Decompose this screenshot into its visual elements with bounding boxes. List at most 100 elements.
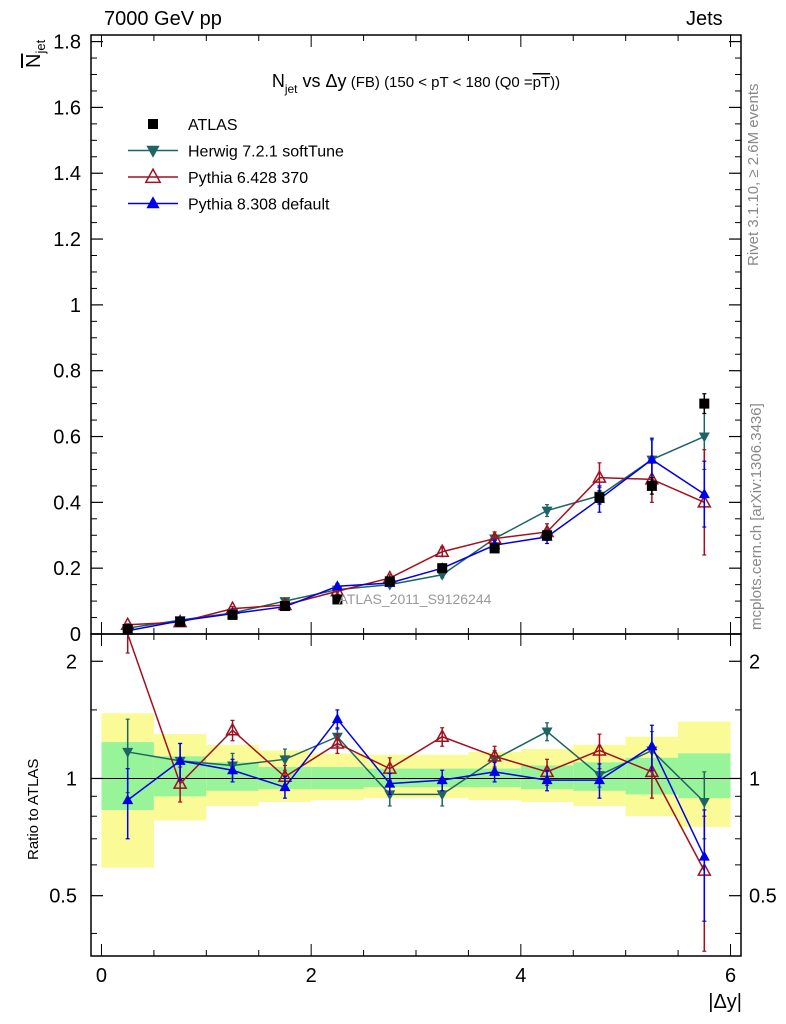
main-ytick-label-2: 0.4 — [53, 492, 81, 514]
main-pythia8-point-11 — [698, 488, 710, 499]
ratio-herwig-point-5 — [384, 790, 396, 801]
title-rest: (150 < pT < 180 (Q0 = — [384, 74, 533, 91]
main-ytick-label-8: 1.6 — [53, 97, 81, 119]
main-atlas-point-10 — [646, 480, 657, 491]
title-fb: (FB) — [347, 74, 385, 91]
title-delta: Δy — [326, 71, 347, 91]
main-atlas-point-7 — [489, 543, 500, 554]
ratio-pythia8-point-3 — [279, 781, 291, 792]
svg-text:Njet: Njet — [23, 39, 48, 68]
main-atlas-point-4 — [332, 594, 343, 605]
legend-label-herwig: Herwig 7.2.1 softTune — [188, 144, 344, 161]
ratio-pythia8-point-0 — [122, 794, 134, 805]
ratio-pythia8-point-10 — [646, 740, 658, 751]
main-ytick-label-3: 0.6 — [53, 427, 81, 449]
header-right: Jets — [686, 8, 723, 30]
main-atlas-point-2 — [227, 609, 238, 620]
main-pythia6-line — [127, 476, 705, 626]
ratio-ytick-label-left-1: 1 — [66, 768, 77, 790]
main-ytick-label-9: 1.8 — [53, 32, 81, 54]
legend: ATLAS Herwig 7.2.1 softTune Pythia 6.428 3… — [128, 117, 344, 214]
chart-title: Njet vs Δy (FB) (150 < pT < 180 (Q0 =pT)… — [272, 71, 560, 96]
side-text-rivet: Rivet 3.1.10, ≥ 2.6M events — [745, 83, 762, 267]
main-atlas-point-6 — [437, 563, 448, 574]
ratio-pythia6-point-2 — [225, 722, 240, 736]
ratio-pythia8-series — [122, 709, 710, 922]
legend-marker-herwig — [146, 145, 160, 158]
watermark: ATLAS_2011_S9126244 — [339, 591, 492, 607]
main-atlas-point-9 — [594, 492, 605, 503]
ratio-pythia6-point-9 — [592, 742, 607, 756]
ratio-pythia8-point-9 — [593, 774, 605, 785]
main-herwig-point-8 — [541, 506, 553, 517]
ratio-herwig-point-6 — [436, 790, 448, 801]
ratio-ytick-label-right-1: 1 — [749, 768, 760, 790]
main-ytick-label-4: 0.8 — [53, 361, 81, 383]
ratio-pythia8-point-1 — [174, 754, 186, 765]
ratio-pythia6-point-6 — [434, 728, 450, 742]
main-atlas-point-1 — [175, 616, 186, 627]
main-ytick-label-7: 1.4 — [53, 163, 81, 185]
ratio-pythia8-point-7 — [489, 765, 501, 776]
ratio-pythia8-point-6 — [436, 774, 448, 785]
main-atlas-point-5 — [384, 576, 395, 587]
ratio-pythia8-point-4 — [331, 713, 343, 724]
ratio-herwig-point-11 — [698, 798, 710, 809]
ratio-uncertainty-bands — [101, 713, 731, 868]
main-pythia6-point-9 — [592, 469, 607, 483]
ratio-pythia6-point-1 — [172, 775, 188, 789]
main-pythia8-point-4 — [331, 580, 343, 591]
ratio-pythia8-point-2 — [227, 764, 239, 775]
main-atlas-point-11 — [699, 398, 710, 409]
ratio-herwig-point-0 — [122, 747, 134, 758]
ratio-xtick-label-3: 6 — [725, 965, 736, 987]
ratio-pythia8-point-8 — [541, 774, 553, 785]
ylabel-n: N — [23, 54, 45, 68]
main-herwig-point-11 — [698, 432, 710, 443]
ratio-pythia6-point-4 — [330, 735, 345, 749]
main-ytick-label-6: 1.2 — [53, 229, 81, 251]
main-pythia6-point-6 — [434, 543, 450, 557]
legend-label-atlas: ATLAS — [188, 117, 238, 134]
main-ytick-label-1: 0.2 — [53, 558, 81, 580]
ratio-ytick-label-left-2: 2 — [66, 651, 77, 673]
ratio-pythia8-point-11 — [698, 850, 710, 861]
ratio-ytick-label-left-0: 0.5 — [49, 886, 77, 908]
main-herwig-point-6 — [436, 570, 448, 581]
main-atlas-series — [122, 393, 710, 635]
title-sub: jet — [284, 82, 298, 96]
ratio-herwig-line — [127, 730, 705, 803]
legend-label-pythia8: Pythia 8.308 default — [188, 197, 330, 214]
main-ytick-label-5: 1 — [70, 295, 81, 317]
title-n: N — [272, 71, 285, 91]
ratio-herwig-point-8 — [541, 727, 553, 738]
main-ytick-label-0: 0 — [70, 624, 81, 646]
header-left: 7000 GeV pp — [104, 8, 222, 30]
main-pythia8-point-10 — [646, 453, 658, 464]
main-atlas-point-0 — [122, 624, 133, 635]
main-atlas-point-3 — [279, 601, 290, 612]
ylabel-sub: jet — [33, 39, 48, 54]
legend-marker-pythia8 — [146, 196, 160, 209]
title-pt: pT — [533, 74, 551, 91]
ratio-pythia6-line — [126, 633, 705, 871]
ratio-ytick-label-right-2: 2 — [749, 651, 760, 673]
side-text-mcplots: mcplots.cern.ch [arXiv:1306.3436] — [748, 403, 765, 630]
main-pythia8-line — [127, 458, 705, 632]
ratio-xtick-label-1: 2 — [306, 965, 317, 987]
main-ylabel: Njet — [23, 39, 48, 68]
ratio-ylabel: Ratio to ATLAS — [25, 759, 42, 860]
ratio-pythia6-point-10 — [644, 763, 660, 778]
ratio-pythia6-point-7 — [487, 748, 502, 762]
legend-label-pythia6: Pythia 6.428 370 — [188, 170, 308, 187]
ratio-herwig-point-3 — [279, 755, 291, 766]
x-axis-label: |Δy| — [708, 991, 742, 1013]
legend-marker-pythia6 — [144, 167, 162, 184]
svg-text:Ratio to ATLAS: Ratio to ATLAS — [25, 759, 42, 860]
ratio-pythia8-point-5 — [384, 777, 396, 788]
ratio-pythia8-line — [127, 717, 705, 857]
legend-marker-atlas — [148, 119, 158, 129]
ratio-ytick-label-right-0: 0.5 — [749, 886, 777, 908]
main-atlas-point-8 — [542, 530, 553, 541]
